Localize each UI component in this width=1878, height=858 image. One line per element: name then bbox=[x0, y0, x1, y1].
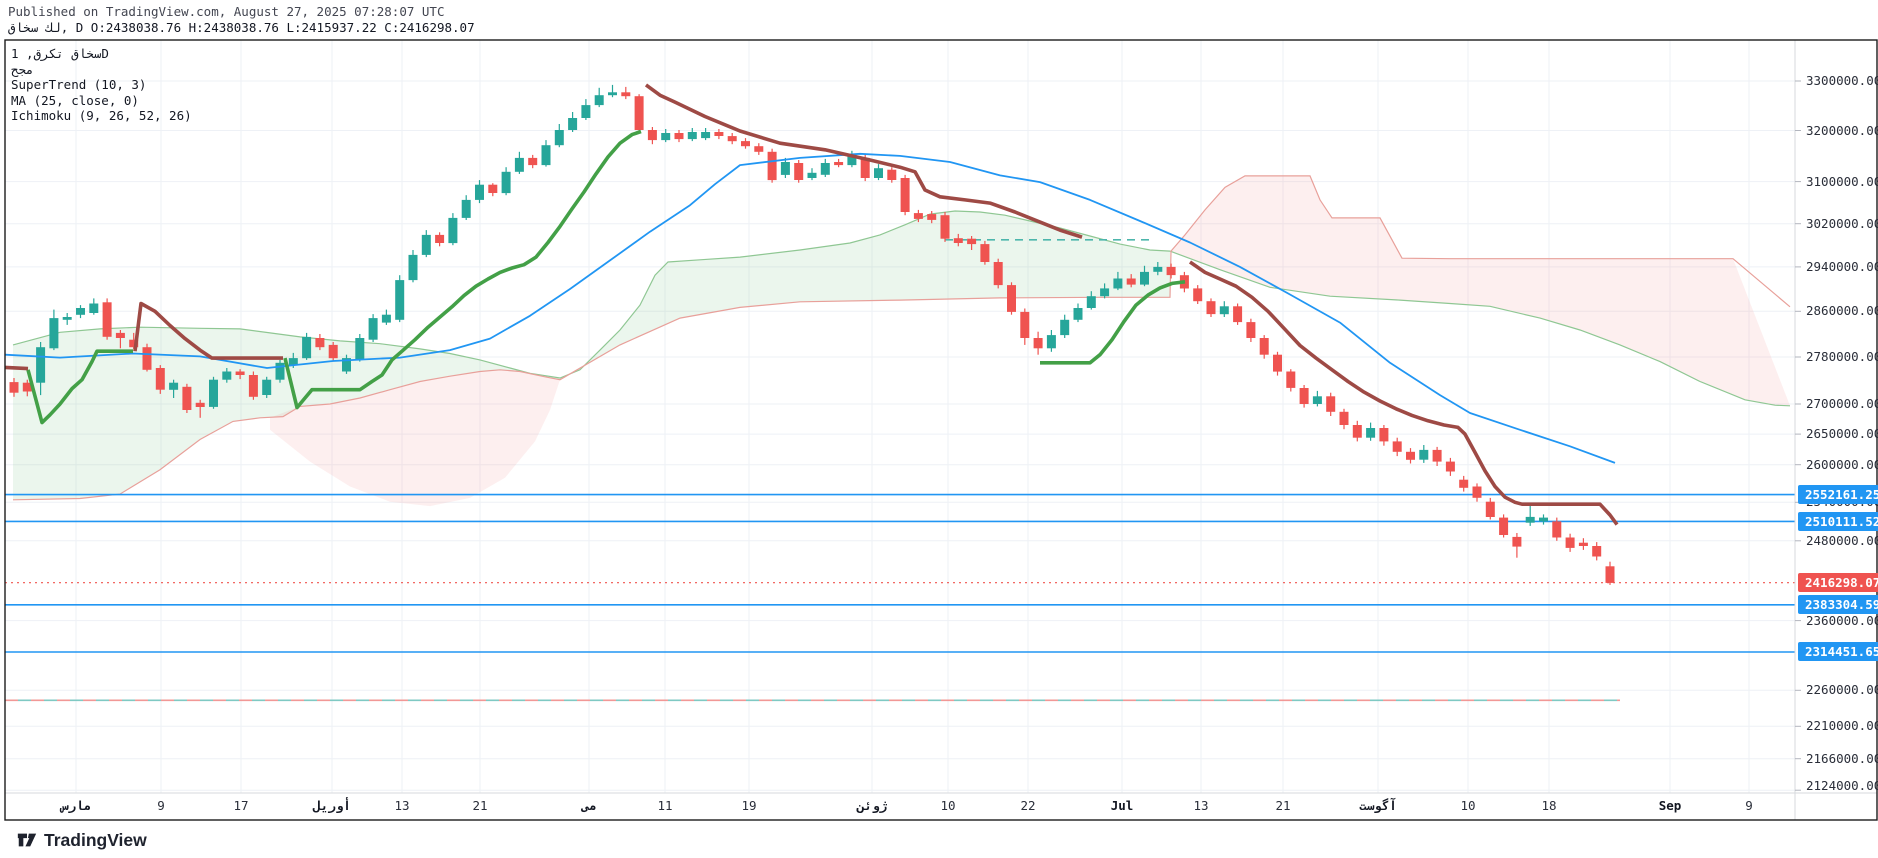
tradingview-logo-icon bbox=[17, 833, 37, 847]
y-axis-label: 2260000.00 bbox=[1806, 682, 1878, 697]
supertrend-down bbox=[4, 365, 29, 371]
y-axis-label: 3200000.00 bbox=[1806, 123, 1878, 138]
ma25-line bbox=[4, 152, 1616, 464]
y-axis-label: 2700000.00 bbox=[1806, 396, 1878, 411]
ichimoku-cloud bbox=[12, 175, 1791, 507]
red-wedge bbox=[270, 369, 560, 507]
y-axis-label: 2650000.00 bbox=[1806, 426, 1878, 441]
level-price-badge: 2510111.52 bbox=[1798, 512, 1878, 531]
ma25 bbox=[4, 152, 1616, 464]
y-axis-label: 2480000.00 bbox=[1806, 533, 1878, 548]
level-price-badge: 2552161.25 bbox=[1798, 485, 1878, 504]
time-axis-label[interactable]: 10 bbox=[940, 798, 956, 813]
y-axis-label: 2124000.00 bbox=[1806, 778, 1878, 793]
time-axis-label[interactable]: 22 bbox=[1020, 798, 1036, 813]
time-axis-label[interactable]: 18 bbox=[1541, 798, 1557, 813]
frame bbox=[4, 39, 1878, 821]
time-axis-label[interactable]: 11 bbox=[657, 798, 673, 813]
y-axis-label: 2166000.00 bbox=[1806, 751, 1878, 766]
time-axis-label[interactable]: 13 bbox=[1193, 798, 1209, 813]
legend-subtitle: مجح bbox=[11, 61, 34, 77]
supertrend bbox=[4, 83, 1619, 526]
tradingview-logo[interactable]: TradingView bbox=[16, 829, 147, 851]
dashed-lines bbox=[5, 239, 1795, 702]
supertrend-down bbox=[644, 83, 1083, 239]
legend-symbol[interactable]: سخاق تكرق, 1D bbox=[11, 46, 109, 61]
supertrend-up bbox=[283, 129, 642, 410]
time-axis-label[interactable]: 21 bbox=[472, 798, 488, 813]
time-axis-label[interactable]: آگوست bbox=[1359, 798, 1397, 813]
time-axis-label[interactable]: Jul bbox=[1110, 798, 1134, 813]
time-axis-label[interactable]: Sep bbox=[1658, 798, 1682, 813]
red-cloud bbox=[1170, 175, 1790, 406]
time-axis-label[interactable]: 17 bbox=[233, 798, 249, 813]
y-axis-label: 3020000.00 bbox=[1806, 216, 1878, 231]
y-axis-label: 2210000.00 bbox=[1806, 718, 1878, 733]
grid bbox=[5, 40, 1795, 793]
y-axis-label: 2360000.00 bbox=[1806, 613, 1878, 628]
time-axis-label[interactable]: 21 bbox=[1275, 798, 1291, 813]
legend-indicator-ichimoku[interactable]: Ichimoku (9, 26, 52, 26) bbox=[11, 108, 192, 123]
senkou-b-line bbox=[12, 175, 1791, 501]
symbol-ohlc-header: لك سخاق, D O:2438038.76 H:2438038.76 L:2… bbox=[8, 20, 475, 35]
time-axis-label[interactable]: 9 bbox=[157, 798, 165, 813]
supertrend-up bbox=[26, 349, 133, 425]
supertrend-down bbox=[1188, 260, 1619, 526]
published-header: Published on TradingView.com, August 27,… bbox=[8, 4, 445, 19]
y-axis-label: 3300000.00 bbox=[1806, 73, 1878, 88]
tradingview-logo-text: TradingView bbox=[44, 829, 147, 850]
time-axis-label[interactable]: 10 bbox=[1460, 798, 1476, 813]
level-price-badge: 2314451.65 bbox=[1798, 642, 1878, 661]
time-axis-label[interactable]: 9 bbox=[1745, 798, 1753, 813]
time-axis-label[interactable]: أوريل bbox=[313, 798, 351, 813]
y-axis-label: 3100000.00 bbox=[1806, 174, 1878, 189]
candles bbox=[9, 84, 1615, 585]
chart-legend: سخاق تكرق, 1D مجح SuperTrend (10, 3) MA … bbox=[11, 46, 192, 124]
y-axis-label: 2600000.00 bbox=[1806, 457, 1878, 472]
time-axis-label[interactable]: می bbox=[581, 798, 597, 813]
time-axis-label[interactable]: 19 bbox=[741, 798, 757, 813]
time-axis-label[interactable]: مارس bbox=[60, 798, 92, 813]
supertrend-down bbox=[133, 301, 283, 360]
green-cloud bbox=[13, 211, 1170, 500]
supertrend-up bbox=[1040, 280, 1186, 365]
legend-indicator-supertrend[interactable]: SuperTrend (10, 3) bbox=[11, 77, 147, 92]
y-axis-label: 2860000.00 bbox=[1806, 303, 1878, 318]
y-axis-label: 2940000.00 bbox=[1806, 259, 1878, 274]
level-price-badge: 2383304.59 bbox=[1798, 595, 1878, 614]
time-axis-label[interactable]: 13 bbox=[394, 798, 410, 813]
legend-indicator-ma[interactable]: MA (25, close, 0) bbox=[11, 92, 139, 108]
current-price-badge: 2416298.07 bbox=[1798, 573, 1878, 592]
time-axis-label[interactable]: ژوئن bbox=[856, 798, 888, 813]
y-axis-label: 2780000.00 bbox=[1806, 349, 1878, 364]
level-lines bbox=[5, 493, 1795, 653]
